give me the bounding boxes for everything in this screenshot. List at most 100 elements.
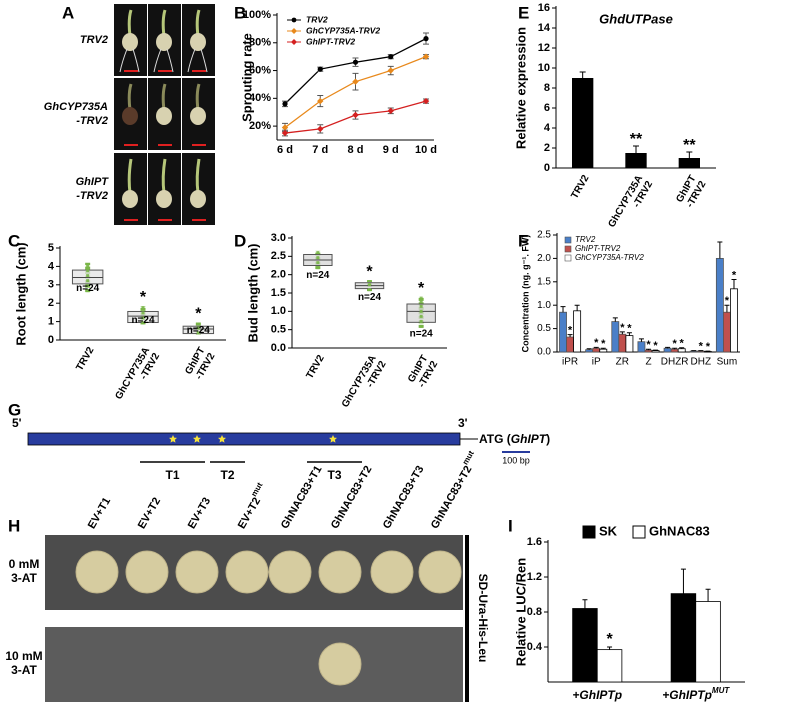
gene-label-part: GhIPT [511,432,548,446]
category-text: +GhIPTp [572,688,622,702]
column-label: EV+T2mut [232,481,270,531]
y-tick-label: 4 [48,260,55,272]
error-bar [612,317,618,322]
n-label: n=24 [131,315,155,326]
panel-label: A [62,3,74,22]
bar [678,158,700,168]
significance: * [418,280,425,297]
significance: * [673,338,678,350]
medium-label: SD-Ura-His-Leu [476,574,490,663]
y-tick-label: 0 [48,334,54,346]
legend-label: GhCYP735A-TRV2 [575,253,644,262]
significance: * [366,263,373,280]
bar [572,78,594,168]
photo [182,153,215,225]
three-prime: 3' [458,416,468,430]
significance: * [732,269,737,281]
photo [182,4,215,76]
significance: * [568,325,573,337]
n-label: n=24 [76,283,100,294]
y-tick-label: 5 [48,242,54,254]
sprout [161,158,167,194]
binding-site [193,435,201,443]
y-axis-label: Relative expression [513,27,528,149]
error-bar [679,347,685,349]
point [352,78,359,85]
n-label: n=24 [410,328,434,339]
x-tick-label: iPR [562,357,578,368]
y-tick-label: 0.0 [537,347,551,358]
row-label: 3-AT [11,571,37,585]
error-bar [560,306,566,313]
bar [663,347,672,353]
bar [730,288,738,353]
photo [114,4,147,76]
fragment-label: T1 [165,468,179,482]
row-label: -TRV2 [76,190,108,202]
y-tick-label: 0.5 [537,323,551,334]
point [317,125,324,133]
chart-title: GhdUTPase [599,11,673,26]
error-bar [567,334,573,338]
row-label: 0 mM [9,557,40,571]
binding-site [218,435,226,443]
bar [566,336,575,353]
point [387,67,394,74]
n-label: n=24 [306,270,330,281]
series-line [284,38,427,105]
significance: * [706,341,711,353]
legend-label: GhNAC83 [649,523,710,538]
y-tick-label: 2.5 [271,250,286,262]
y-tick-label: 1.5 [537,276,551,287]
significance: * [725,295,730,307]
y-tick-label: 1.6 [527,536,542,548]
bar [585,349,594,353]
y-axis-label: Concentration (ng. g⁻¹. FW) [520,235,530,353]
bar [625,153,647,168]
legend-label: TRV2 [306,14,328,24]
x-tick-label: 10 d [415,144,437,156]
row-label: -TRV2 [76,115,108,127]
category-superscript: MUT [712,686,730,695]
error-bar [665,346,671,349]
legend-swatch [632,525,646,539]
column-text: GhNAC83+T1 [279,464,325,531]
panel-label: G [8,400,21,419]
point [317,97,324,105]
legend-label: GhIPT-TRV2 [306,36,355,46]
x-tick-label: TRV2 [569,173,591,201]
point [422,97,430,105]
tuber [156,33,172,51]
column-text: GhNAC83+T3 [381,464,427,531]
y-axis-label: Sprouting rate [239,33,254,122]
root [153,48,174,73]
n-label: n=24 [187,325,211,336]
point [352,59,359,65]
bar [559,311,567,353]
panel-label: B [234,3,246,22]
x-tick-label: GhIPT-TRV2 [674,173,708,210]
legend-swatch [564,236,572,244]
legend-label: GhIPT-TRV2 [575,244,621,253]
x-tick-label: +GhIPTpMUT [662,686,730,702]
tuber [190,33,206,51]
x-tick-label: GhCYP735A-TRV2 [606,173,655,235]
significance: * [653,340,658,352]
significance: * [140,289,147,306]
y-axis-label: Bud length (cm) [245,244,260,343]
tuber [190,107,206,125]
significance: * [646,339,651,351]
significance: * [680,338,685,350]
column-text: EV+T3 [186,496,213,531]
fragment-label: T3 [327,468,341,482]
panel-label: F [518,231,528,250]
plate [45,627,463,702]
y-tick-label: 10 [538,62,550,74]
sprout [127,158,133,194]
x-tick-label: ZR [616,357,629,368]
bar [715,257,724,353]
bar [611,321,620,353]
legend-swatch [582,525,596,539]
y-tick-label: 8 [544,82,550,94]
